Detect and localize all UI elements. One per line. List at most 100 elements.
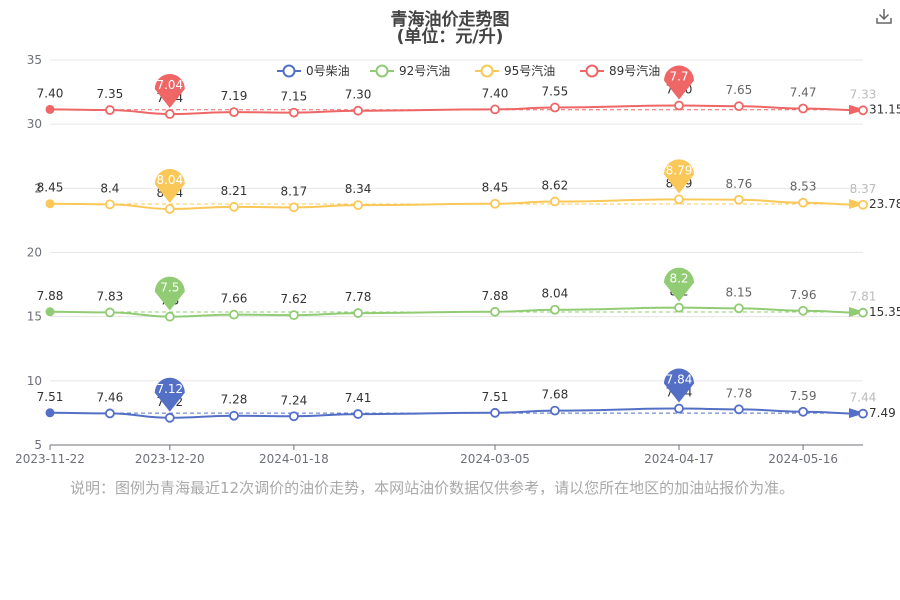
x-tick-label: 2023-11-22 <box>15 452 85 466</box>
data-point <box>674 403 684 414</box>
data-point <box>798 305 808 316</box>
data-point <box>164 109 175 119</box>
max-pin-marker <box>664 159 695 194</box>
min-pin-marker <box>154 74 185 109</box>
data-point <box>490 306 500 317</box>
data-label: 7.40 <box>482 86 509 100</box>
max-pin-marker <box>664 65 695 100</box>
legend-swatch-marker <box>375 64 389 78</box>
data-label: 8.62 <box>542 179 569 193</box>
data-point <box>674 194 684 205</box>
data-point <box>490 104 500 115</box>
data-label: 7.88 <box>482 289 509 303</box>
legend-label: 92号汽油 <box>399 63 450 78</box>
max-pin-marker <box>664 368 695 403</box>
data-label: 8.76 <box>726 177 753 191</box>
min-pin-marker <box>154 276 185 311</box>
data-label: 8.17 <box>281 184 308 198</box>
y-tick-label: 30 <box>27 117 42 131</box>
data-point <box>45 408 55 418</box>
data-label: 7.28 <box>221 393 248 407</box>
data-point <box>490 407 500 418</box>
average-label: 15.35 <box>869 305 900 319</box>
legend-swatch-marker <box>585 64 599 78</box>
data-label: 8.34 <box>345 182 372 196</box>
data-point <box>734 303 744 314</box>
data-label: 7.96 <box>790 288 817 302</box>
data-label: 7.81 <box>850 290 877 304</box>
average-label: 7.49 <box>869 406 896 420</box>
data-point <box>105 199 115 210</box>
data-point <box>229 201 239 212</box>
data-point <box>105 105 115 115</box>
data-point <box>288 411 299 422</box>
min-pin-label: 7.12 <box>156 382 183 396</box>
data-point <box>674 100 684 111</box>
data-label: 7.51 <box>37 390 64 404</box>
data-point <box>858 105 868 116</box>
data-label: 8.21 <box>221 184 248 198</box>
data-point <box>550 304 560 315</box>
data-label: 8.53 <box>790 180 817 194</box>
data-label: 7.15 <box>281 90 308 104</box>
data-point <box>550 196 560 207</box>
data-point <box>288 107 299 118</box>
average-label: 31.15 <box>869 103 900 117</box>
data-point <box>858 408 868 419</box>
legend-swatch-marker <box>480 64 494 78</box>
data-label: 7.40 <box>37 86 64 100</box>
data-point <box>734 101 744 112</box>
min-pin-marker <box>154 377 185 412</box>
data-point <box>45 104 55 114</box>
data-point <box>490 198 500 209</box>
y-tick-label: 2 <box>34 181 42 195</box>
data-point <box>45 307 55 317</box>
data-point <box>798 197 808 208</box>
y-tick-label: 15 <box>27 310 42 324</box>
data-point <box>353 308 363 318</box>
data-label: 7.78 <box>726 386 753 400</box>
data-label: 7.65 <box>726 83 753 97</box>
data-label: 7.88 <box>37 289 64 303</box>
data-label: 7.33 <box>850 87 877 101</box>
y-tick-label: 35 <box>27 53 42 67</box>
data-point <box>164 204 175 214</box>
data-label: 8.45 <box>37 181 64 195</box>
x-tick-label: 2024-04-17 <box>644 452 714 466</box>
average-arrow <box>849 307 865 318</box>
data-label: 7.83 <box>97 289 124 303</box>
data-point <box>798 103 808 114</box>
data-point <box>550 405 560 416</box>
data-label: 7.46 <box>97 390 124 404</box>
legend-label: 89号汽油 <box>609 63 660 78</box>
min-pin-marker <box>154 168 185 203</box>
y-tick-label: 20 <box>27 246 42 260</box>
data-label: 7.44 <box>850 391 877 405</box>
data-label: 8.45 <box>482 181 509 195</box>
average-arrow <box>849 408 865 419</box>
average-arrow <box>849 199 865 210</box>
data-label: 7.78 <box>345 290 372 304</box>
data-point <box>288 202 299 213</box>
data-point <box>353 409 363 419</box>
data-point <box>734 404 744 415</box>
data-label: 7.66 <box>221 292 248 306</box>
data-label: 7.62 <box>281 292 308 306</box>
data-label: 8.15 <box>726 285 753 299</box>
min-pin-label: 7.5 <box>160 281 179 295</box>
x-tick-label: 2024-03-05 <box>460 452 530 466</box>
download-icon[interactable] <box>874 6 894 26</box>
y-tick-label: 5 <box>34 438 42 452</box>
chart-subtitle: (单位：元/升) <box>396 27 504 47</box>
data-point <box>353 200 363 211</box>
min-pin-label: 7.04 <box>156 78 183 92</box>
data-label: 7.68 <box>542 388 569 402</box>
data-point <box>734 194 744 205</box>
data-point <box>105 408 115 419</box>
data-label: 8.37 <box>850 182 877 196</box>
max-pin-marker <box>664 267 695 302</box>
data-point <box>229 107 239 118</box>
data-label: 7.55 <box>542 84 569 98</box>
chart-title: 青海油价走势图 <box>390 10 510 30</box>
